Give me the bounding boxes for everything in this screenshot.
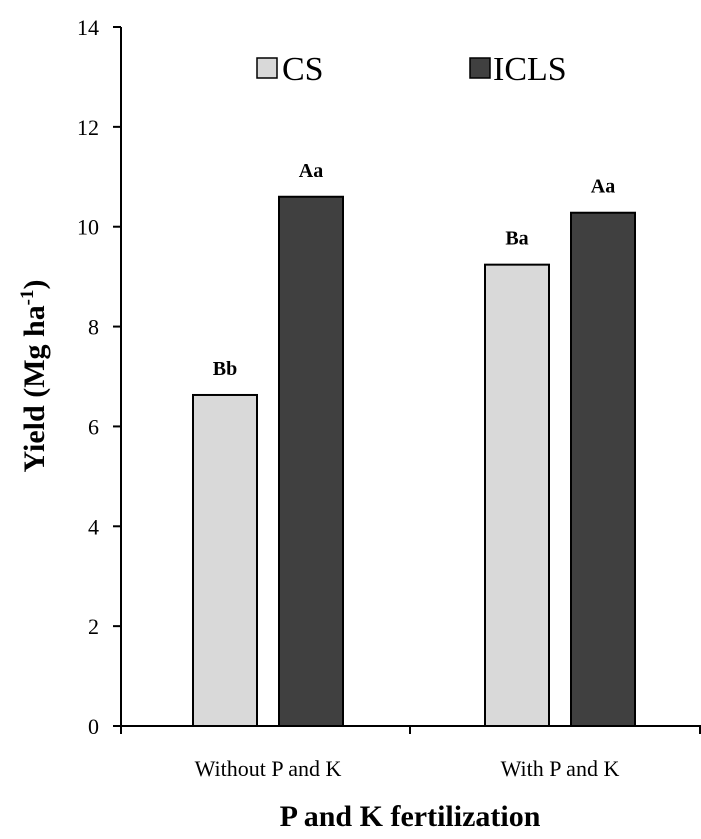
bar-data-label: Aa: [299, 160, 323, 182]
bar-icls-2: [570, 211, 636, 727]
bars: [192, 195, 636, 727]
x-category-label: With P and K: [501, 756, 620, 781]
y-tick-label: 10: [77, 215, 99, 240]
bar-data-label: Bb: [213, 358, 237, 380]
legend: CS ICLS: [256, 51, 567, 88]
bar-data-label: Ba: [505, 228, 528, 250]
y-tick-label: 0: [88, 714, 99, 739]
data-labels: Bb Aa Ba Aa: [213, 160, 615, 380]
bar-icls-1: [278, 195, 344, 727]
y-axis-title-superscript: -1: [17, 289, 38, 305]
bar-data-label: Aa: [591, 176, 615, 198]
x-category-label: Without P and K: [195, 756, 342, 781]
bar-cs-1: [192, 393, 258, 727]
legend-swatch-cs: [256, 57, 278, 79]
y-axis-title: Yield (Mg ha-1): [17, 279, 51, 472]
y-tick-label: 14: [77, 15, 99, 40]
legend-label-cs: CS: [282, 51, 324, 88]
bar-cs-2: [484, 263, 550, 727]
x-axis-title: P and K fertilization: [280, 800, 541, 833]
y-axis-title-close: ): [18, 279, 51, 289]
legend-label-icls: ICLS: [493, 51, 567, 88]
y-tick-label: 2: [88, 614, 99, 639]
y-tick-label: 8: [88, 315, 99, 340]
y-axis-title-main: Yield (Mg ha: [18, 305, 51, 472]
legend-swatch-icls: [469, 57, 491, 79]
y-tick-label: 12: [77, 115, 99, 140]
y-tick-label: 6: [88, 414, 99, 439]
axes: 0 2 4 6 8 10 12 14 Without P and K With P and K: [77, 15, 701, 781]
y-tick-label: 4: [88, 514, 99, 539]
